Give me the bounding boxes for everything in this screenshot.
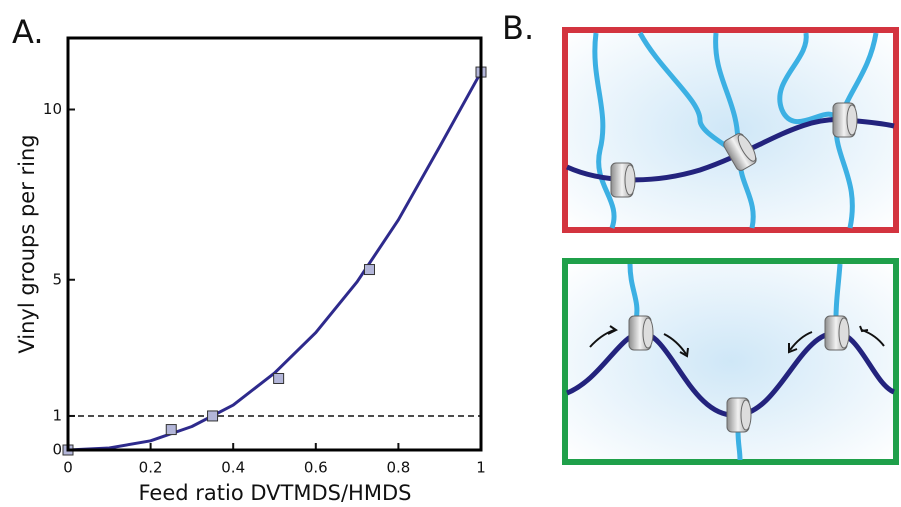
x-tick-label: 0.4 <box>221 459 245 477</box>
chain <box>627 263 640 321</box>
arrow <box>789 331 813 351</box>
y-axis-title: Vinyl groups per ring <box>15 134 39 353</box>
diagram-bottom <box>562 258 899 465</box>
chain <box>735 429 743 461</box>
y-tick-label: 10 <box>43 100 62 118</box>
diagram-top <box>562 27 899 233</box>
x-tick-label: 0 <box>63 459 73 477</box>
x-axis-title: Feed ratio DVTMDS/HMDS <box>139 481 412 505</box>
point <box>273 372 285 384</box>
y-tick-label: 0 <box>52 441 62 459</box>
arrow <box>589 329 615 348</box>
point <box>363 264 375 276</box>
arrowhead <box>679 347 689 358</box>
point <box>207 410 219 422</box>
y-tick-label: 5 <box>52 270 62 288</box>
x-tick-label: 0.8 <box>386 459 410 477</box>
chain <box>777 32 839 125</box>
y-tick-label: 1 <box>52 406 62 424</box>
plot-frame <box>66 36 483 452</box>
panel-label: A. <box>12 13 44 51</box>
x-tick-label: 0.6 <box>304 459 328 477</box>
point <box>165 424 177 436</box>
arrowhead <box>788 343 798 354</box>
chain <box>637 31 756 229</box>
x-tick-label: 0.2 <box>139 459 163 477</box>
chains <box>627 263 843 461</box>
arrowhead <box>607 325 618 335</box>
arrow <box>663 333 687 355</box>
chain <box>833 263 843 319</box>
panel-label: B. <box>502 9 534 47</box>
chain <box>592 32 617 229</box>
arrowhead <box>859 325 869 333</box>
x-tick-label: 1 <box>476 459 486 477</box>
arrows <box>589 325 885 358</box>
fit-line <box>67 71 483 452</box>
